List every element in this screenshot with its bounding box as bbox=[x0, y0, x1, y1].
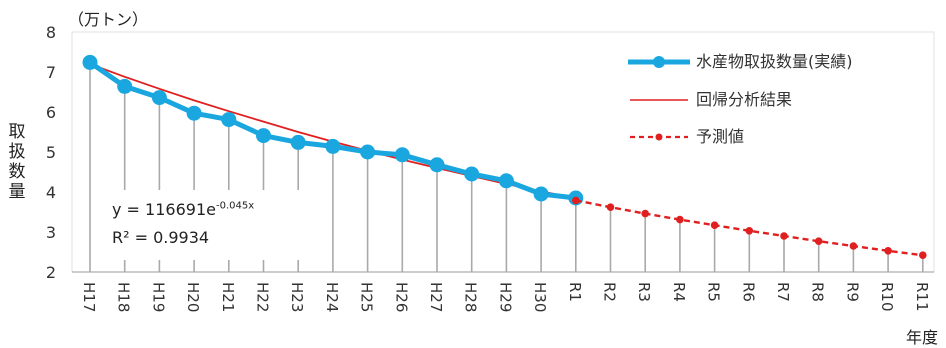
x-tick-label: H25 bbox=[358, 282, 376, 312]
legend-swatch-actual bbox=[628, 56, 690, 68]
x-tick-label: H20 bbox=[184, 282, 202, 312]
forecast-point bbox=[780, 232, 788, 240]
equation-exponent: -0.045x bbox=[215, 200, 255, 212]
y-tick-label: 2 bbox=[46, 263, 56, 282]
actual-point bbox=[429, 157, 445, 173]
x-tick-label: R10 bbox=[878, 282, 896, 312]
forecast-point bbox=[572, 196, 580, 205]
actual-point bbox=[221, 112, 237, 128]
legend-swatch-regression bbox=[630, 99, 688, 101]
actual-point bbox=[533, 186, 549, 202]
legend-label-regression: 回帰分析結果 bbox=[696, 90, 793, 109]
x-tick-label: H27 bbox=[427, 282, 445, 312]
y-tick-label: 7 bbox=[46, 63, 56, 82]
equation-prefix: y = 116691e bbox=[112, 200, 216, 219]
x-tick-label: R5 bbox=[705, 282, 723, 302]
forecast-line bbox=[575, 199, 923, 257]
r-squared: R² = 0.9934 bbox=[112, 228, 210, 247]
x-unit-label: 年度 bbox=[906, 328, 939, 347]
actual-point bbox=[151, 90, 167, 106]
x-tick-label: H26 bbox=[392, 282, 410, 312]
forecast-point bbox=[676, 215, 684, 224]
y-tick-label: 8 bbox=[46, 23, 56, 42]
y-tick-label: 4 bbox=[46, 183, 56, 202]
x-tick-label: H17 bbox=[80, 282, 98, 312]
x-tick-label: R2 bbox=[601, 282, 619, 302]
y-tick-label: 6 bbox=[46, 103, 56, 122]
x-tick-label: H28 bbox=[462, 282, 480, 312]
x-tick-label: H30 bbox=[531, 282, 549, 312]
x-tick-label: H24 bbox=[323, 282, 341, 312]
x-tick-label: H23 bbox=[288, 282, 306, 312]
y-axis-label: 取扱数量 bbox=[8, 122, 26, 202]
actual-point bbox=[325, 138, 341, 154]
x-tick-label: R1 bbox=[566, 282, 584, 302]
x-tick-label: R11 bbox=[913, 282, 931, 312]
x-tick-label: R7 bbox=[774, 282, 792, 302]
x-tick-label: R3 bbox=[635, 282, 653, 302]
actual-point bbox=[360, 144, 376, 160]
forecast-point bbox=[710, 221, 719, 229]
x-tick-label: H29 bbox=[496, 282, 514, 312]
legend-label-forecast: 予測値 bbox=[696, 127, 745, 146]
y-tick-label: 3 bbox=[46, 223, 56, 242]
actual-point bbox=[394, 147, 410, 163]
equation-box bbox=[100, 190, 305, 260]
x-tick-label: R4 bbox=[670, 282, 688, 302]
x-tick-label: H18 bbox=[115, 282, 133, 312]
forecast-point bbox=[814, 237, 823, 245]
actual-point bbox=[256, 128, 271, 144]
x-tick-label: R8 bbox=[809, 282, 827, 302]
legend-swatch-forecast bbox=[630, 133, 688, 141]
x-tick-label: H22 bbox=[254, 282, 272, 312]
forecast-point bbox=[849, 242, 858, 250]
x-tick-label: R6 bbox=[739, 282, 757, 302]
actual-point bbox=[498, 173, 514, 189]
forecast-point bbox=[919, 251, 927, 259]
legend-label-actual: 水産物取扱数量(実績) bbox=[696, 52, 853, 71]
x-tick-label: R9 bbox=[843, 282, 861, 302]
x-tick-label: H19 bbox=[149, 282, 167, 312]
forecast-point bbox=[641, 209, 649, 218]
actual-point bbox=[117, 78, 133, 94]
y-tick-label: 5 bbox=[46, 143, 56, 162]
forecast-point bbox=[884, 247, 892, 255]
actual-point bbox=[464, 166, 480, 182]
actual-point bbox=[290, 134, 306, 150]
x-tick-label: H21 bbox=[219, 282, 237, 312]
actual-point bbox=[186, 105, 202, 121]
regression-equation: y = 116691e-0.045x bbox=[112, 200, 254, 219]
forecast-point bbox=[606, 203, 615, 211]
legend: 水産物取扱数量(実績) 回帰分析結果 予測値 bbox=[628, 43, 928, 183]
y-unit-label: （万トン） bbox=[68, 10, 149, 29]
actual-point bbox=[82, 54, 98, 70]
forecast-point bbox=[745, 227, 754, 235]
